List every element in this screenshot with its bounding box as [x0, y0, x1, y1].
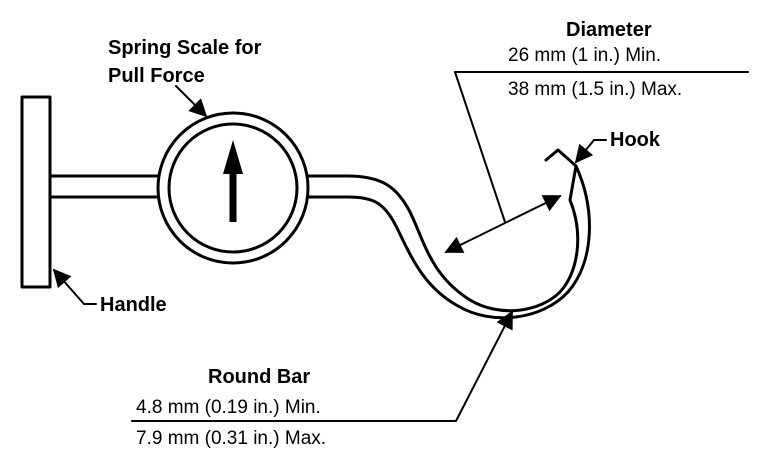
round-bar-max-label: 7.9 mm (0.31 in.) Max.: [136, 428, 327, 449]
diameter-leader-line: [454, 71, 749, 223]
handle-shaft: [48, 174, 166, 199]
handle-label: Handle: [100, 294, 167, 316]
diameter-title: Diameter: [566, 19, 652, 41]
spring-scale-inner-ring: [167, 122, 299, 254]
diameter-dimension-arrow: [444, 195, 562, 253]
round-bar-min-label: 4.8 mm (0.19 in.) Min.: [136, 397, 321, 418]
round-bar-leader-arrow: [131, 310, 513, 422]
round-bar: [298, 164, 591, 320]
spring-scale-label-line2: Pull Force: [108, 65, 205, 87]
arrow-up-icon: [223, 140, 243, 222]
round-bar-title: Round Bar: [208, 366, 311, 388]
spring-scale-leader-arrow: [175, 85, 208, 118]
diameter-min-label: 26 mm (1 in.) Min.: [508, 45, 662, 66]
hook-label: Hook: [610, 129, 660, 151]
hook-tip: [544, 148, 578, 168]
handle-block: [20, 95, 52, 289]
diameter-max-label: 38 mm (1.5 in.) Max.: [508, 79, 683, 100]
handle-leader-arrow: [52, 268, 97, 305]
hook-leader-arrow: [574, 139, 607, 164]
spring-scale-label-line1: Spring Scale for: [108, 37, 262, 59]
